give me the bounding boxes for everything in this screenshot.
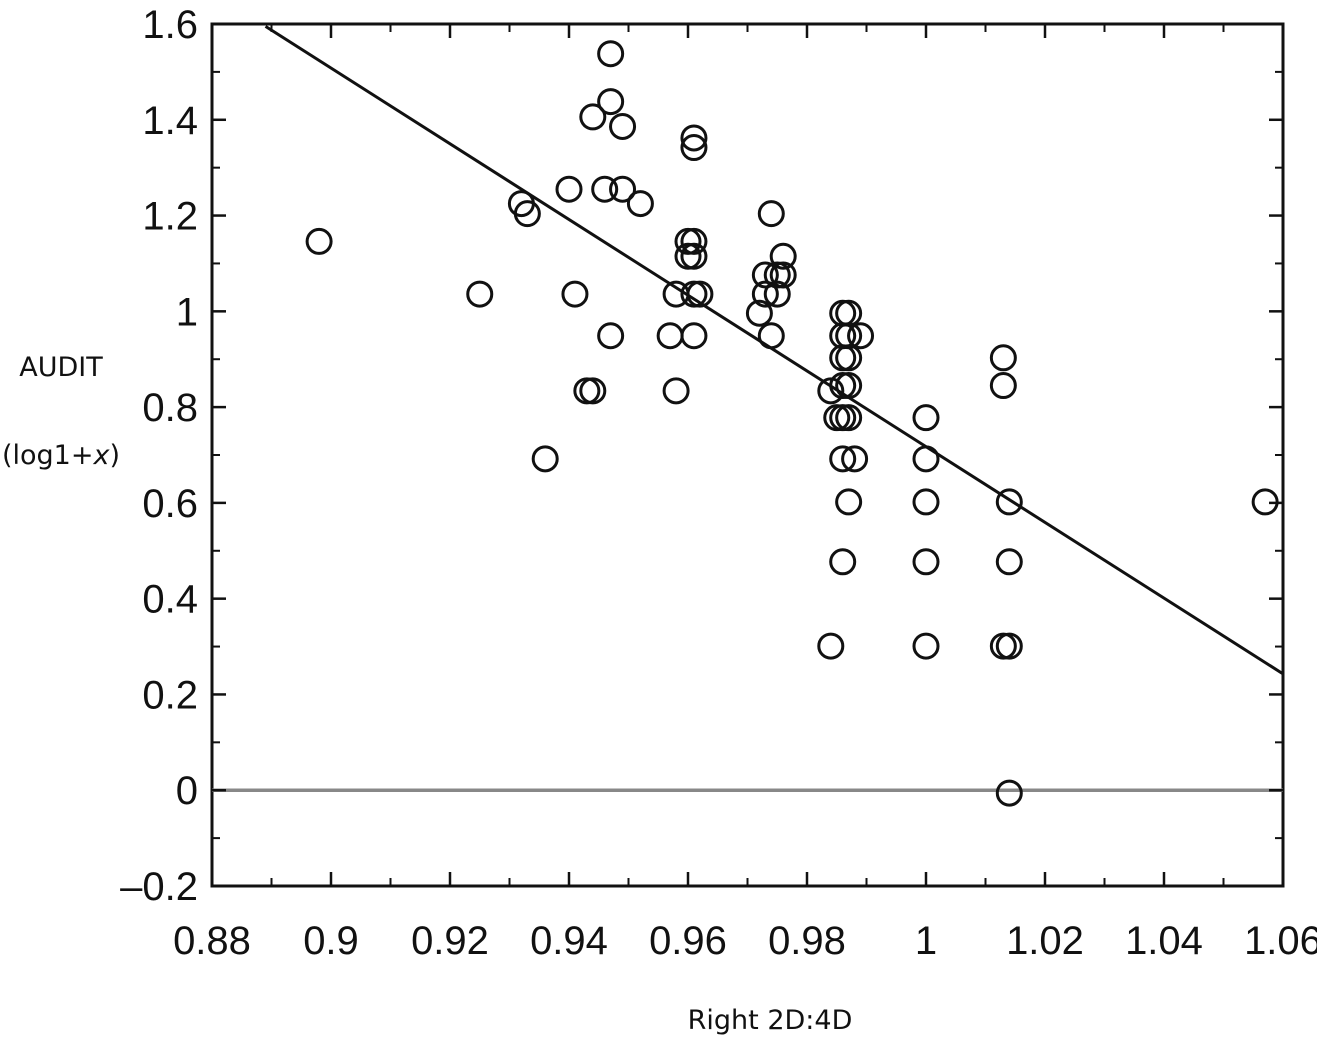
trend-line [264, 25, 1284, 676]
data-point [579, 103, 607, 131]
y-tick-label: 0.6 [142, 482, 198, 526]
data-point [597, 322, 625, 350]
y-tick-label: 0.8 [142, 386, 198, 430]
data-points [305, 40, 1279, 807]
x-tick-label: 1.04 [1125, 919, 1203, 963]
data-point [835, 404, 863, 432]
data-point [829, 344, 857, 372]
data-point [769, 261, 797, 289]
x-tick-label: 0.9 [303, 919, 359, 963]
data-point [835, 488, 863, 516]
data-point [597, 40, 625, 68]
data-point [680, 134, 708, 162]
data-point [680, 242, 708, 270]
y-tick-label: –0.2 [120, 865, 198, 909]
x-axis: 0.88 0.9 0.92 0.94 0.96 0.98 1 1.02 1.04 1.06 [173, 24, 1317, 963]
x-tick-label: 1 [915, 919, 937, 963]
data-point [835, 372, 863, 400]
data-point [751, 261, 779, 289]
data-point [912, 632, 940, 660]
data-point [531, 445, 559, 473]
data-point [591, 175, 619, 203]
data-point [829, 445, 857, 473]
regression-line [264, 25, 1284, 676]
data-point [680, 322, 708, 350]
data-point [763, 280, 791, 308]
data-point [656, 322, 684, 350]
y-axis-title-line-2: (log1+x) [2, 440, 120, 471]
data-point [466, 280, 494, 308]
data-point [680, 124, 708, 152]
y-axis-title-line-1: AUDIT [19, 352, 103, 383]
data-point [835, 344, 863, 372]
data-point [912, 445, 940, 473]
data-point [609, 112, 637, 140]
data-point [829, 299, 857, 327]
data-point [835, 322, 863, 350]
data-point [751, 280, 779, 308]
x-tick-label: 1.02 [1006, 919, 1084, 963]
data-point [995, 488, 1023, 516]
data-point [745, 299, 773, 327]
data-point [995, 779, 1023, 807]
data-point [579, 377, 607, 405]
x-tick-label: 1.06 [1244, 919, 1317, 963]
data-point [989, 344, 1017, 372]
data-point [561, 280, 589, 308]
data-point [573, 377, 601, 405]
plot-frame [210, 22, 1285, 888]
y-tick-label: 0.4 [142, 578, 198, 622]
y-tick-label: 0.2 [142, 673, 198, 717]
data-point [757, 200, 785, 228]
data-point [555, 175, 583, 203]
data-point [995, 632, 1023, 660]
data-point [912, 548, 940, 576]
data-point [609, 175, 637, 203]
data-point [662, 377, 690, 405]
data-point [513, 200, 541, 228]
data-point [989, 632, 1017, 660]
data-point [841, 445, 869, 473]
y-axis: –0.2 0 0.2 0.4 0.6 0.8 1 1.2 1.4 1.6 [120, 3, 1283, 909]
data-point [829, 404, 857, 432]
data-point [305, 227, 333, 255]
data-point [680, 227, 708, 255]
plot-border [210, 22, 1285, 888]
x-tick-label: 0.98 [768, 919, 846, 963]
x-tick-label: 0.92 [411, 919, 489, 963]
y-tick-label: 1.2 [142, 195, 198, 239]
x-tick-label: 0.94 [530, 919, 608, 963]
data-point [674, 242, 702, 270]
data-point [757, 322, 785, 350]
x-tick-label: 0.88 [173, 919, 251, 963]
x-tick-label: 0.96 [649, 919, 727, 963]
x-axis-title: Right 2D:4D [688, 1005, 853, 1036]
data-point [989, 372, 1017, 400]
data-point [626, 190, 654, 218]
data-point [597, 88, 625, 116]
data-point [835, 299, 863, 327]
data-point [912, 404, 940, 432]
data-point [769, 242, 797, 270]
y-tick-label: 1.6 [142, 3, 198, 47]
y-tick-label: 0 [176, 769, 198, 813]
y-tick-label: 1.4 [142, 99, 198, 143]
y-tick-label: 1 [176, 290, 198, 334]
data-point [829, 548, 857, 576]
data-point [817, 377, 845, 405]
data-point [817, 632, 845, 660]
data-point [686, 280, 714, 308]
data-point [912, 488, 940, 516]
data-point [847, 322, 875, 350]
data-point [995, 548, 1023, 576]
